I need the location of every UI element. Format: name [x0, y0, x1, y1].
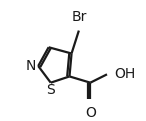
- Text: Br: Br: [71, 10, 87, 24]
- Text: OH: OH: [114, 67, 135, 81]
- Text: O: O: [85, 106, 96, 120]
- Text: N: N: [26, 59, 36, 73]
- Text: S: S: [46, 83, 55, 97]
